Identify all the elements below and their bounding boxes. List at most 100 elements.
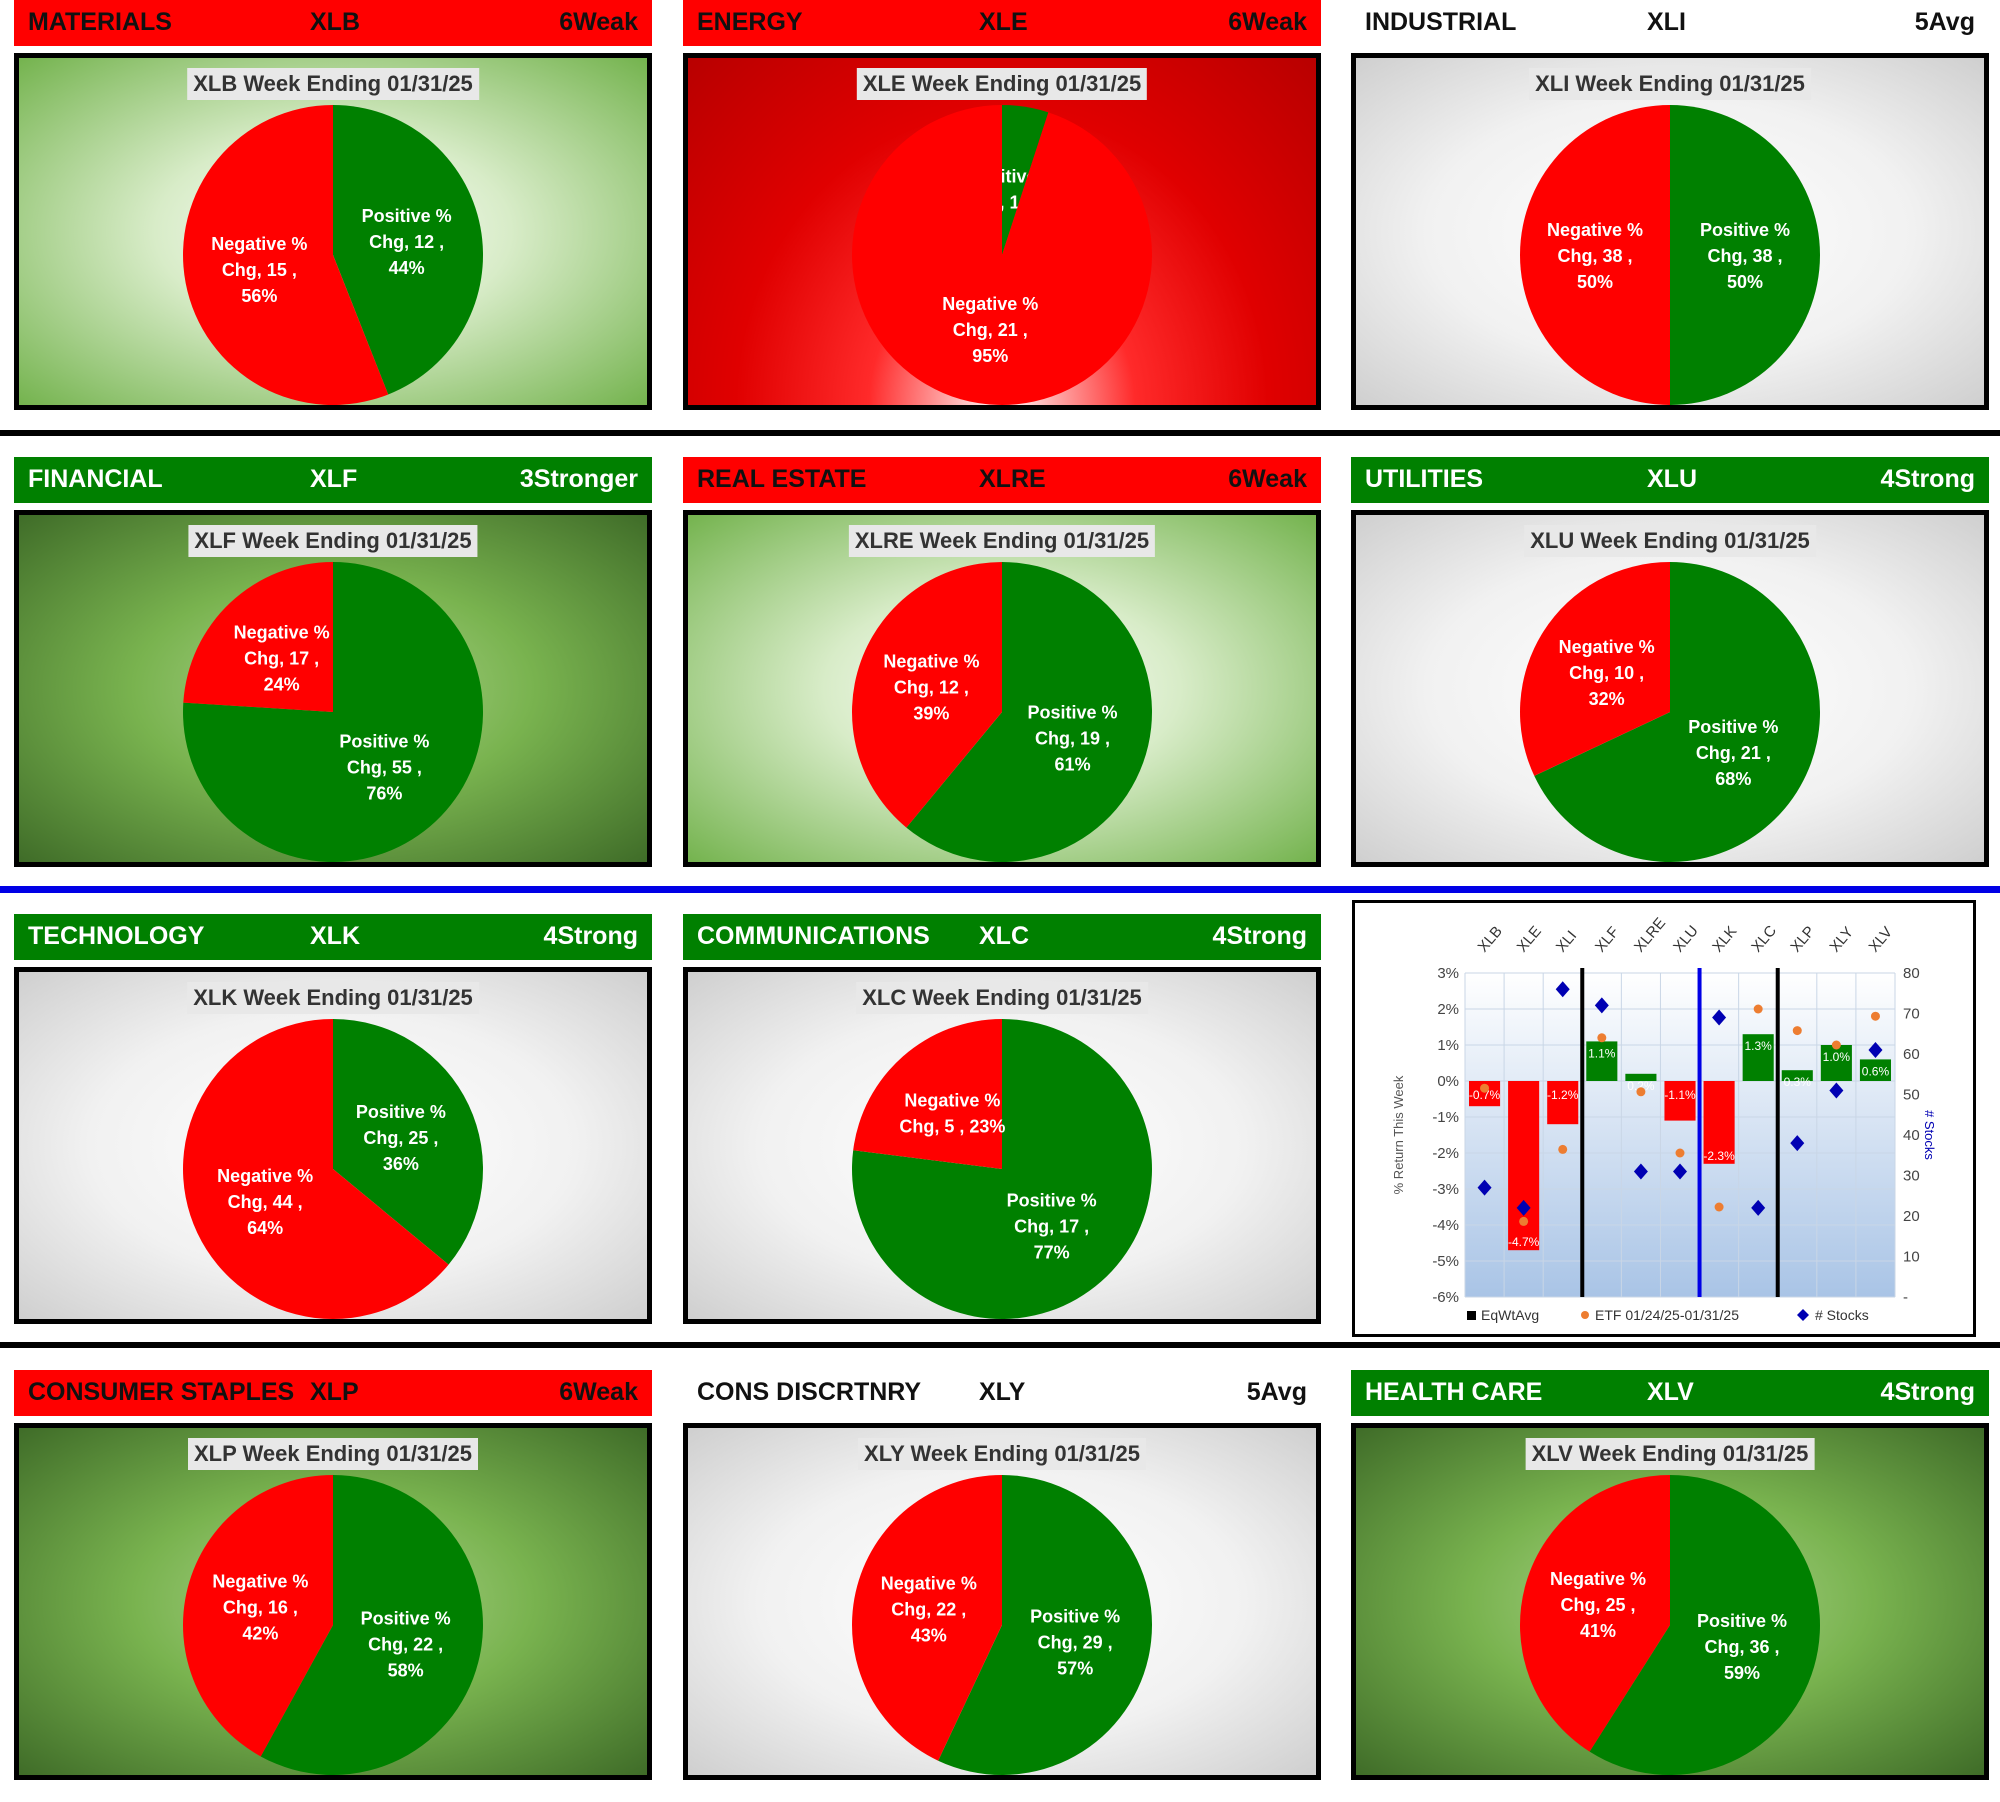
pie-label-negative: Negative % Chg, 16 , 42% [212, 1571, 308, 1643]
pie-chart-svg: Positive % Chg, 12 , 44% Negative % Chg, 15 … [183, 105, 484, 405]
eqwt-bar [1859, 1059, 1891, 1081]
eqwt-bar [1586, 1041, 1618, 1081]
sector-header: HEALTH CARE XLV 4Strong [1351, 1370, 1989, 1416]
pie-chart-svg: Positive % Chg, 36 , 59% Negative % Chg, 25 … [1520, 1475, 1821, 1775]
y-tick-label: -2% [1432, 1145, 1459, 1162]
sector-header: INDUSTRIAL XLI 5Avg [1351, 0, 1989, 46]
sector-ticker: XLC [979, 922, 1029, 950]
category-label: XLI [1553, 927, 1580, 955]
sector-rank: 5Avg [1914, 8, 1975, 36]
y-tick-label: -1% [1432, 1109, 1459, 1126]
pie-slice-positive [260, 1475, 483, 1775]
y2-tick-label: 40 [1903, 1127, 1920, 1144]
svg-text:Negative %Chg, 44 ,64%: Negative % Chg, 44 , 64% [217, 1166, 313, 1238]
etf-dot [1558, 1144, 1568, 1154]
pie-slice-negative [183, 1019, 449, 1319]
stock-count-diamond [1751, 1199, 1766, 1216]
pie-label-negative: Negative % Chg, 5 , 23% [899, 1091, 1005, 1137]
sector-header: FINANCIAL XLF 3Stronger [14, 457, 652, 503]
category-label: XLRE [1631, 915, 1669, 956]
eqwt-bar-label: 1.0% [1823, 1050, 1851, 1064]
sector-name: CONS DISCRTNRY [697, 1378, 922, 1406]
sector-header: UTILITIES XLU 4Strong [1351, 457, 1989, 503]
y-tick-label: -6% [1432, 1289, 1459, 1306]
legend-label-stocks: # Stocks [1815, 1307, 1869, 1323]
sector-panel-xli: INDUSTRIAL XLI 5Avg XLI Week Ending 01/31/2… [1351, 0, 1989, 410]
sector-ticker: XLY [979, 1378, 1026, 1406]
svg-text:Positive %Chg, 22 ,58%: Positive % Chg, 22 , 58% [361, 1609, 451, 1681]
sector-panel-xlv: HEALTH CARE XLV 4Strong XLV Week Ending 01/… [1351, 1370, 1989, 1780]
sector-name: REAL ESTATE [697, 465, 867, 493]
stock-count-diamond [1829, 1082, 1844, 1099]
svg-text:Positive %Chg, 21 ,68%: Positive % Chg, 21 , 68% [1688, 717, 1778, 789]
pie-label-negative: Negative % Chg, 44 , 64% [217, 1166, 313, 1238]
y-tick-label: 3% [1437, 965, 1459, 982]
y-axis-title: % Return This Week [1391, 1075, 1406, 1194]
sector-header: REAL ESTATE XLRE 6Weak [683, 457, 1321, 503]
category-label: XLY [1826, 924, 1857, 956]
y2-tick-label: 60 [1903, 1046, 1920, 1063]
pie-title: XLV Week Ending 01/31/25 [1525, 1438, 1815, 1470]
eqwt-bar-label: 0.3% [1784, 1075, 1812, 1089]
pie-label-negative: Negative % Chg, 21 , 95% [942, 294, 1038, 366]
pie-chart-box: XLK Week Ending 01/31/25 Positive % Chg, 2… [14, 967, 652, 1324]
svg-text:Negative %Chg, 17 ,24%: Negative % Chg, 17 , 24% [234, 622, 330, 694]
pie-title: XLRE Week Ending 01/31/25 [848, 525, 1156, 557]
eqwt-bar-label: 1.3% [1745, 1039, 1773, 1053]
pie-slice-positive [1670, 105, 1820, 405]
pie-label-negative: Negative % Chg, 17 , 24% [234, 622, 330, 694]
eqwt-bar-label: 0.2% [1627, 1079, 1655, 1093]
pie-title: XLF Week Ending 01/31/25 [188, 525, 478, 557]
sector-panel-xlf: FINANCIAL XLF 3Stronger XLF Week Ending 01/… [14, 457, 652, 867]
etf-dot [1714, 1202, 1724, 1212]
pie-chart-svg: Positive % Chg, 38 , 50% Negative % Chg, 38 … [1520, 105, 1820, 405]
etf-dot [1480, 1083, 1490, 1093]
pie-chart-box: XLV Week Ending 01/31/25 Positive % Chg, 3… [1351, 1423, 1989, 1780]
pie-chart-svg: Positive % Chg, 19 , 61% Negative % Chg, 12 … [852, 562, 1152, 862]
sector-name: ENERGY [697, 8, 803, 36]
y2-tick-label: 70 [1903, 1006, 1920, 1023]
y-tick-label: -4% [1432, 1217, 1459, 1234]
legend-marker-stocks [1797, 1309, 1809, 1321]
category-label: XLF [1592, 924, 1623, 956]
pie-label-positive: Positive % Chg, 29 , 57% [1030, 1606, 1120, 1678]
sector-ticker: XLF [310, 465, 358, 493]
pie-slice-negative [852, 1475, 1002, 1761]
sector-header: CONS DISCRTNRY XLY 5Avg [683, 1370, 1321, 1416]
sector-panel-xlb: MATERIALS XLB 6Weak XLB Week Ending 01/31/2… [14, 0, 652, 410]
eqwt-bar [1664, 1081, 1696, 1121]
pie-slice-negative [1520, 562, 1670, 776]
sector-rank: 4Strong [1212, 922, 1307, 950]
sector-rank: 6Weak [1228, 8, 1307, 36]
pie-title: XLP Week Ending 01/31/25 [188, 1438, 478, 1470]
pie-title: XLK Week Ending 01/31/25 [187, 982, 479, 1014]
eqwt-bar [1742, 1034, 1774, 1081]
etf-dot [1792, 1026, 1802, 1036]
category-label: XLK [1709, 923, 1740, 956]
pie-slice-negative [1520, 1475, 1670, 1752]
eqwt-bar [1547, 1081, 1579, 1125]
y2-tick-label: 30 [1903, 1168, 1920, 1185]
svg-text:Negative %Chg, 21 ,95%: Negative % Chg, 21 , 95% [942, 294, 1038, 366]
pie-chart-svg: Positive % Chg, 29 , 57% Negative % Chg, 22 … [852, 1475, 1153, 1775]
pie-label-negative: Negative % Chg, 38 , 50% [1547, 220, 1643, 292]
pie-chart-box: XLB Week Ending 01/31/25 Positive % Chg, 1… [14, 53, 652, 410]
pie-title: XLY Week Ending 01/31/25 [858, 1438, 1146, 1470]
sector-name: MATERIALS [28, 8, 172, 36]
pie-chart-svg: Positive % Chg, 17 , 77% Negative % Chg, 5 ,… [851, 1019, 1152, 1319]
y2-tick-label: 50 [1903, 1087, 1920, 1104]
sector-panel-xle: ENERGY XLE 6Weak XLE Week Ending 01/31/25 Po… [683, 0, 1321, 410]
sector-rank: 4Strong [1880, 465, 1975, 493]
pie-slice-positive [1002, 105, 1049, 255]
sector-ticker: XLU [1647, 465, 1697, 493]
pie-slice-positive [333, 105, 484, 395]
sector-rank: 4Strong [1880, 1378, 1975, 1406]
sector-ticker: XLP [310, 1378, 359, 1406]
pie-chart-svg: Positive % Chg, 22 , 58% Negative % Chg, 16 … [182, 1475, 483, 1775]
sector-panel-xly: CONS DISCRTNRY XLY 5Avg XLY Week Ending 01/… [683, 1370, 1321, 1780]
pie-label-positive: Positive % Chg, 55 , 76% [339, 732, 429, 804]
svg-text:Negative %Chg, 22 ,43%: Negative % Chg, 22 , 43% [881, 1574, 977, 1646]
pie-title: XLU Week Ending 01/31/25 [1524, 525, 1816, 557]
pie-slice-positive [1589, 1475, 1821, 1775]
etf-dot [1870, 1011, 1880, 1021]
